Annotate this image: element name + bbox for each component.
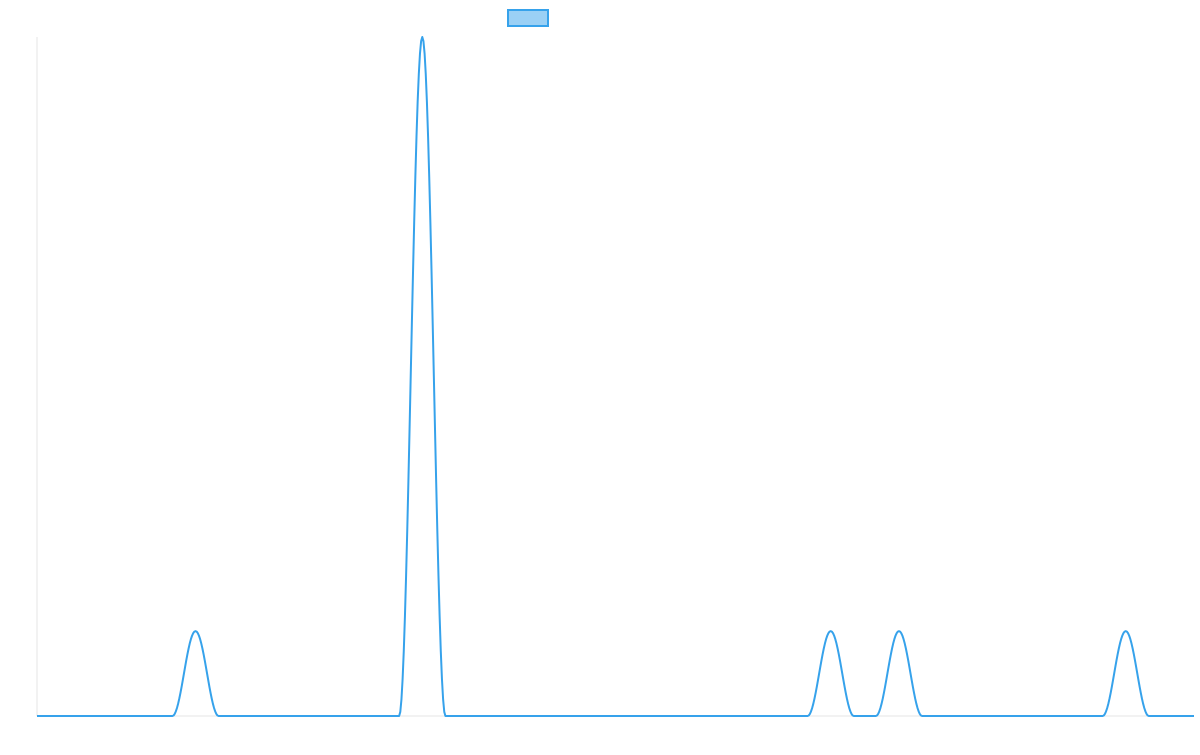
peak-point-3[interactable] <box>896 628 902 634</box>
peak-point-0[interactable] <box>193 628 199 634</box>
series-line-0 <box>37 36 1194 717</box>
series-group <box>37 34 1194 717</box>
axes <box>36 37 1194 717</box>
legend-swatch[interactable] <box>507 9 549 27</box>
peak-point-2[interactable] <box>828 628 834 634</box>
peak-point-1[interactable] <box>419 34 425 40</box>
legend[interactable] <box>507 9 549 27</box>
peak-point-4[interactable] <box>1123 628 1129 634</box>
